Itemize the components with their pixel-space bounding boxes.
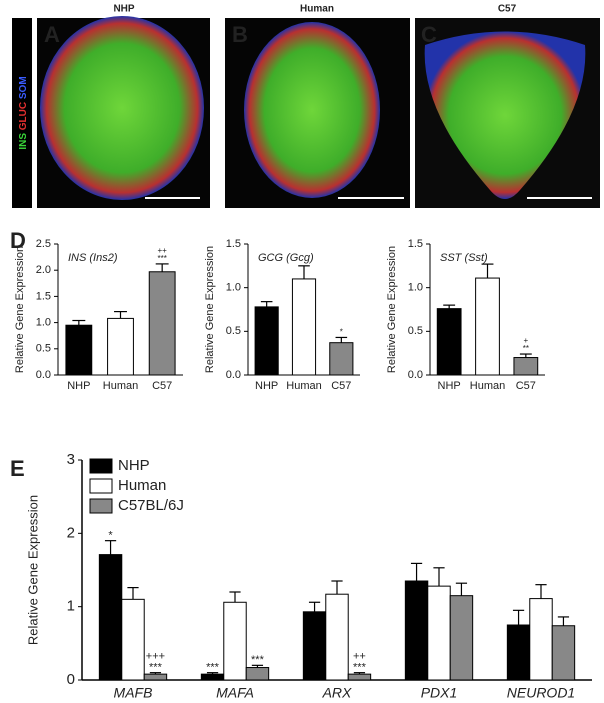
panel-label: E (10, 456, 25, 481)
legend-swatch (89, 458, 113, 474)
bar (529, 598, 553, 681)
y-tick-label: 1.5 (36, 290, 51, 302)
x-tick-label: C57 (331, 380, 351, 392)
significance: * (108, 530, 113, 542)
y-tick-label: 0.5 (226, 325, 241, 337)
x-tick-label: C57 (516, 380, 536, 392)
y-tick-label: 0.0 (226, 369, 241, 381)
islet (244, 22, 380, 198)
y-tick-label: 1 (67, 598, 75, 615)
y-tick-label: 0.5 (408, 325, 423, 337)
bar (302, 611, 327, 681)
bar (427, 585, 451, 681)
stain: SOM (18, 76, 29, 99)
bar (107, 317, 134, 376)
image-title: Human (300, 4, 334, 15)
bar (449, 595, 474, 681)
bar (329, 342, 354, 376)
panel-label: C (421, 22, 437, 47)
bar (200, 673, 225, 681)
significance: *** (206, 662, 220, 674)
x-tick-label: C57 (152, 380, 172, 392)
y-axis-label: Relative Gene Expression (14, 246, 26, 373)
x-tick-label: NHP (438, 380, 461, 392)
stain-label: INS GLUC SOM (18, 76, 29, 149)
islet (424, 31, 586, 199)
y-tick-label: 1.0 (226, 282, 241, 294)
significance: * (340, 328, 343, 337)
x-tick-label: MAFA (216, 685, 254, 701)
y-tick-label: 3 (67, 451, 75, 468)
y-tick-label: 1.0 (36, 317, 51, 329)
y-tick-label: 0 (67, 671, 75, 688)
y-tick-label: 1.0 (408, 282, 423, 294)
stain: GLUC (18, 102, 29, 130)
x-tick-label: Human (286, 380, 321, 392)
x-tick-label: ARX (322, 685, 352, 701)
y-tick-label: 0.0 (408, 369, 423, 381)
significance: *** (157, 254, 166, 263)
y-tick-label: 2.5 (36, 238, 51, 250)
bar (223, 601, 247, 681)
legend-label: NHP (118, 457, 150, 474)
bar (65, 324, 93, 376)
islet (40, 16, 204, 200)
stain: INS (18, 133, 29, 150)
panel-label: B (232, 22, 248, 47)
y-axis-label: Relative Gene Expression (386, 246, 398, 373)
y-tick-label: 0.5 (36, 343, 51, 355)
x-tick-label: Human (103, 380, 138, 392)
stain-strip (12, 18, 32, 208)
significance: ** (523, 344, 529, 353)
bar (325, 593, 349, 681)
significance: ++ (157, 246, 167, 255)
significance: *** (353, 662, 367, 674)
x-tick-label: NEUROD1 (507, 685, 575, 701)
y-axis-label: Relative Gene Expression (25, 495, 40, 645)
y-tick-label: 2 (67, 524, 75, 541)
x-tick-label: PDX1 (421, 685, 458, 701)
bar (513, 357, 539, 376)
bar (254, 306, 279, 376)
significance: + (523, 336, 528, 345)
y-axis-label: Relative Gene Expression (204, 246, 216, 373)
bar (404, 580, 429, 681)
bar (148, 271, 176, 376)
bar (98, 554, 123, 681)
bar (506, 624, 531, 681)
chart-title: INS (Ins2) (68, 252, 118, 264)
image-title: C57 (498, 4, 517, 15)
y-tick-label: 2.0 (36, 264, 51, 276)
bar (551, 625, 576, 681)
y-tick-label: 1.5 (226, 238, 241, 250)
x-tick-label: Human (470, 380, 505, 392)
significance: *** (149, 662, 163, 674)
legend-swatch (89, 498, 113, 514)
x-tick-label: MAFB (114, 685, 153, 701)
x-tick-label: NHP (67, 380, 90, 392)
y-tick-label: 0.0 (36, 369, 51, 381)
bar (121, 598, 145, 681)
bar (436, 308, 462, 376)
significance: *** (251, 654, 265, 666)
legend-label: Human (118, 477, 166, 494)
legend-label: C57BL/6J (118, 497, 184, 514)
chart-title: GCG (Gcg) (258, 252, 314, 264)
panel-label: D (10, 228, 26, 253)
legend-swatch (89, 478, 113, 494)
bar (291, 278, 317, 376)
bar (475, 277, 500, 376)
x-tick-label: NHP (255, 380, 278, 392)
bar (143, 673, 168, 681)
bar (245, 667, 270, 681)
image-title: NHP (113, 4, 134, 15)
panel-label: A (44, 22, 60, 47)
significance: ++ (353, 651, 366, 663)
bar (347, 673, 372, 681)
chart-title: SST (Sst) (440, 252, 488, 264)
y-tick-label: 1.5 (408, 238, 423, 250)
significance: +++ (146, 651, 165, 663)
